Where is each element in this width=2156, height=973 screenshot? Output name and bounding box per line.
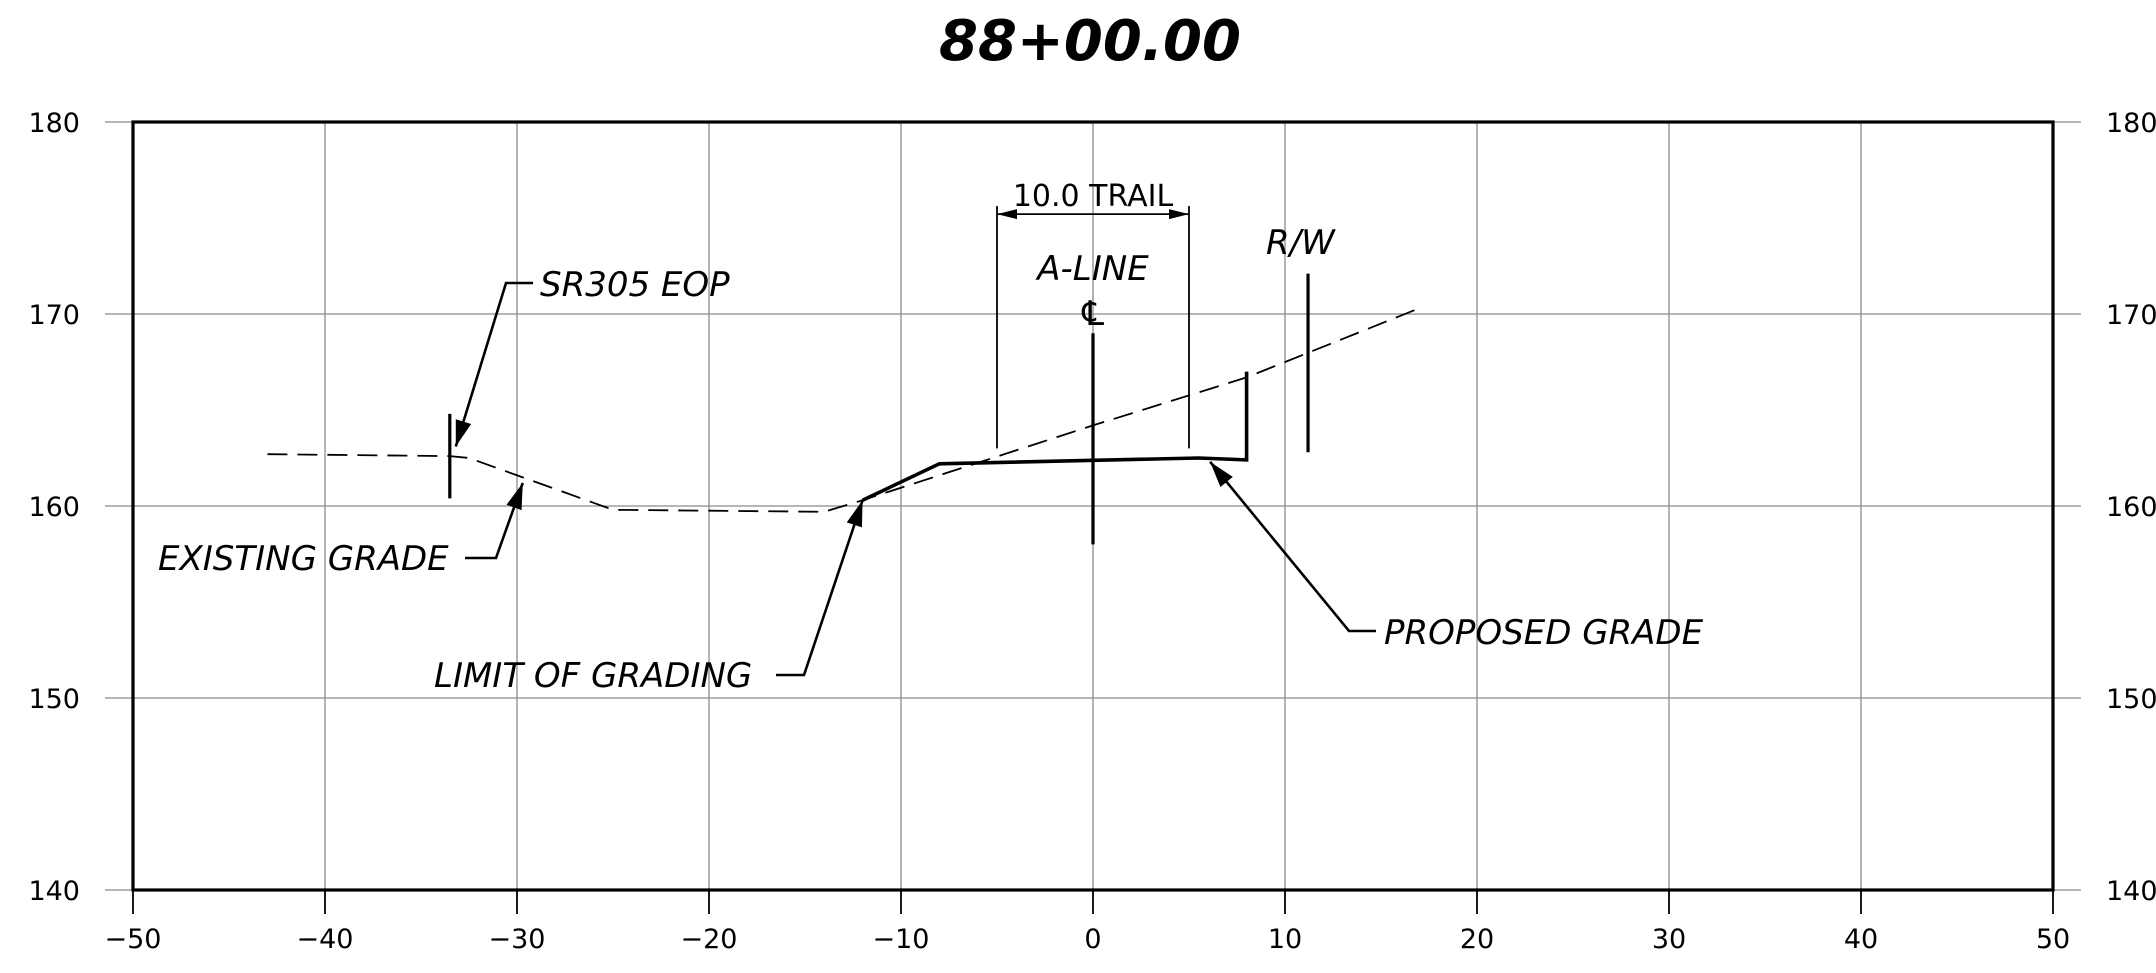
x-tick-label: −10 [873,924,930,955]
annotations: SR305 EOP EXISTING GRADE LIMIT OF GRADING P… [158,179,1704,696]
limit-of-grading-leader [776,499,864,677]
sr305-eop-arrow [455,419,472,447]
existing-grade-arrow [506,482,523,511]
grade-lines [267,307,1420,513]
x-tick-label: 50 [2036,924,2070,955]
y-tick-label-right: 160 [2106,492,2156,523]
x-tick-label: −30 [489,924,546,955]
trail-width-label: 10.0 TRAIL [1013,179,1174,214]
sr305-eop-label: SR305 EOP [540,265,730,305]
x-tick-label: 30 [1652,924,1686,955]
x-tick-label: 10 [1268,924,1302,955]
proposed-grade-arrow [1210,461,1233,488]
x-tick-label: 20 [1460,924,1494,955]
station-markers [448,206,1310,545]
y-tick-label-left: 150 [28,684,80,715]
y-tick-label-right: 140 [2106,876,2156,907]
x-tick-label: −40 [297,924,354,955]
y-tick-label-left: 140 [28,876,80,907]
station-title: 88+00.00 [939,9,1241,74]
x-tick-label: 0 [1084,924,1101,955]
y-tick-label-left: 160 [28,492,80,523]
trail-arrow-left [997,209,1017,220]
existing-grade-leader [465,482,524,560]
right-of-way-label: R/W [1266,223,1336,263]
y-tick-label-left: 180 [28,108,80,139]
sr305-eop-leader [454,281,533,447]
existing-grade-line [267,307,1420,513]
x-tick-label: 40 [1844,924,1878,955]
limit-of-grading-label: LIMIT OF GRADING [434,656,752,696]
y-tick-label-right: 180 [2106,108,2156,139]
y-tick-label-left: 170 [28,300,80,331]
trail-arrow-right [1169,209,1189,220]
proposed-grade-label: PROPOSED GRADE [1384,613,1704,653]
a-line-label: A-LINE [1035,249,1149,289]
existing-grade-label: EXISTING GRADE [158,539,449,579]
limit-of-grading-arrow [846,500,863,528]
centerline-symbol: ℄ [1078,294,1108,334]
proposed-grade-leader [1209,461,1376,633]
y-tick-label-right: 150 [2106,684,2156,715]
proposed-grade-line [861,371,1249,502]
x-tick-label: −20 [681,924,738,955]
axis-ticks: −50 −40 −30 −20 −10 0 10 20 30 40 50 140 140 150 150 16… [28,108,2156,955]
y-tick-label-right: 170 [2106,300,2156,331]
x-tick-label: −50 [105,924,162,955]
